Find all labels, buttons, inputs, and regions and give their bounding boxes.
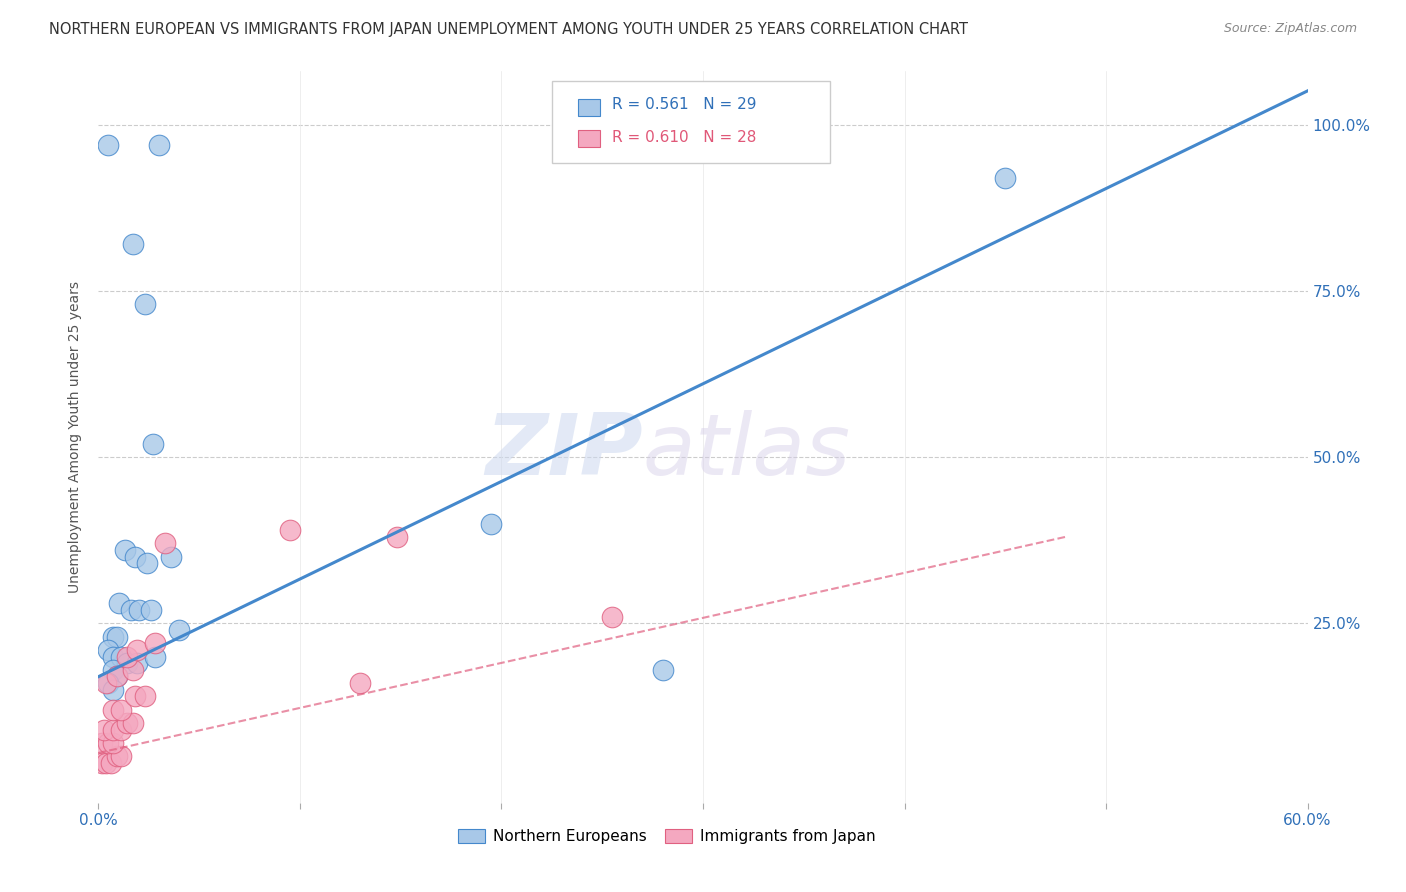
Point bbox=[101, 703, 124, 717]
Point bbox=[96, 676, 118, 690]
Point bbox=[100, 756, 122, 770]
Point bbox=[115, 656, 138, 670]
Point bbox=[124, 549, 146, 564]
Point bbox=[91, 756, 114, 770]
Point bbox=[120, 603, 142, 617]
Point bbox=[101, 649, 124, 664]
Point bbox=[349, 676, 371, 690]
Y-axis label: Unemployment Among Youth under 25 years: Unemployment Among Youth under 25 years bbox=[69, 281, 83, 593]
Point bbox=[167, 623, 190, 637]
Point bbox=[110, 649, 132, 664]
Point bbox=[121, 716, 143, 731]
Point bbox=[114, 543, 136, 558]
Point bbox=[121, 663, 143, 677]
Point bbox=[110, 749, 132, 764]
Point bbox=[602, 609, 624, 624]
Point bbox=[115, 649, 138, 664]
Point bbox=[125, 656, 148, 670]
Text: R = 0.610   N = 28: R = 0.610 N = 28 bbox=[613, 130, 756, 145]
Point bbox=[134, 297, 156, 311]
Point bbox=[97, 736, 120, 750]
Point bbox=[91, 736, 114, 750]
Point bbox=[105, 630, 128, 644]
Point bbox=[651, 663, 673, 677]
Point bbox=[115, 716, 138, 731]
Point bbox=[143, 636, 166, 650]
Legend: Northern Europeans, Immigrants from Japan: Northern Europeans, Immigrants from Japa… bbox=[451, 822, 882, 850]
Point bbox=[101, 736, 124, 750]
Point bbox=[97, 676, 120, 690]
Point bbox=[105, 669, 128, 683]
Point bbox=[148, 137, 170, 152]
Text: R = 0.561   N = 29: R = 0.561 N = 29 bbox=[613, 96, 756, 112]
FancyBboxPatch shape bbox=[578, 129, 600, 146]
Point bbox=[101, 682, 124, 697]
Point bbox=[135, 557, 157, 571]
Point bbox=[97, 643, 120, 657]
FancyBboxPatch shape bbox=[578, 99, 600, 116]
Point bbox=[97, 137, 120, 152]
Point bbox=[128, 603, 150, 617]
Point bbox=[124, 690, 146, 704]
Point bbox=[93, 723, 115, 737]
Point bbox=[153, 536, 176, 550]
Point bbox=[160, 549, 183, 564]
Text: Source: ZipAtlas.com: Source: ZipAtlas.com bbox=[1223, 22, 1357, 36]
Point bbox=[96, 756, 118, 770]
Point bbox=[134, 690, 156, 704]
Point bbox=[121, 237, 143, 252]
Point bbox=[101, 663, 124, 677]
Point bbox=[110, 723, 132, 737]
Point bbox=[278, 523, 301, 537]
Text: NORTHERN EUROPEAN VS IMMIGRANTS FROM JAPAN UNEMPLOYMENT AMONG YOUTH UNDER 25 YEA: NORTHERN EUROPEAN VS IMMIGRANTS FROM JAP… bbox=[49, 22, 969, 37]
FancyBboxPatch shape bbox=[551, 81, 830, 163]
Point bbox=[125, 643, 148, 657]
Point bbox=[139, 603, 162, 617]
Text: ZIP: ZIP bbox=[485, 410, 643, 493]
Point bbox=[994, 170, 1017, 185]
Point bbox=[110, 703, 132, 717]
Point bbox=[101, 723, 124, 737]
Text: atlas: atlas bbox=[643, 410, 851, 493]
Point bbox=[105, 749, 128, 764]
Point bbox=[101, 630, 124, 644]
Point bbox=[142, 436, 165, 450]
Point bbox=[385, 530, 408, 544]
Point bbox=[107, 596, 129, 610]
Point bbox=[105, 669, 128, 683]
Point bbox=[143, 649, 166, 664]
Point bbox=[481, 516, 503, 531]
